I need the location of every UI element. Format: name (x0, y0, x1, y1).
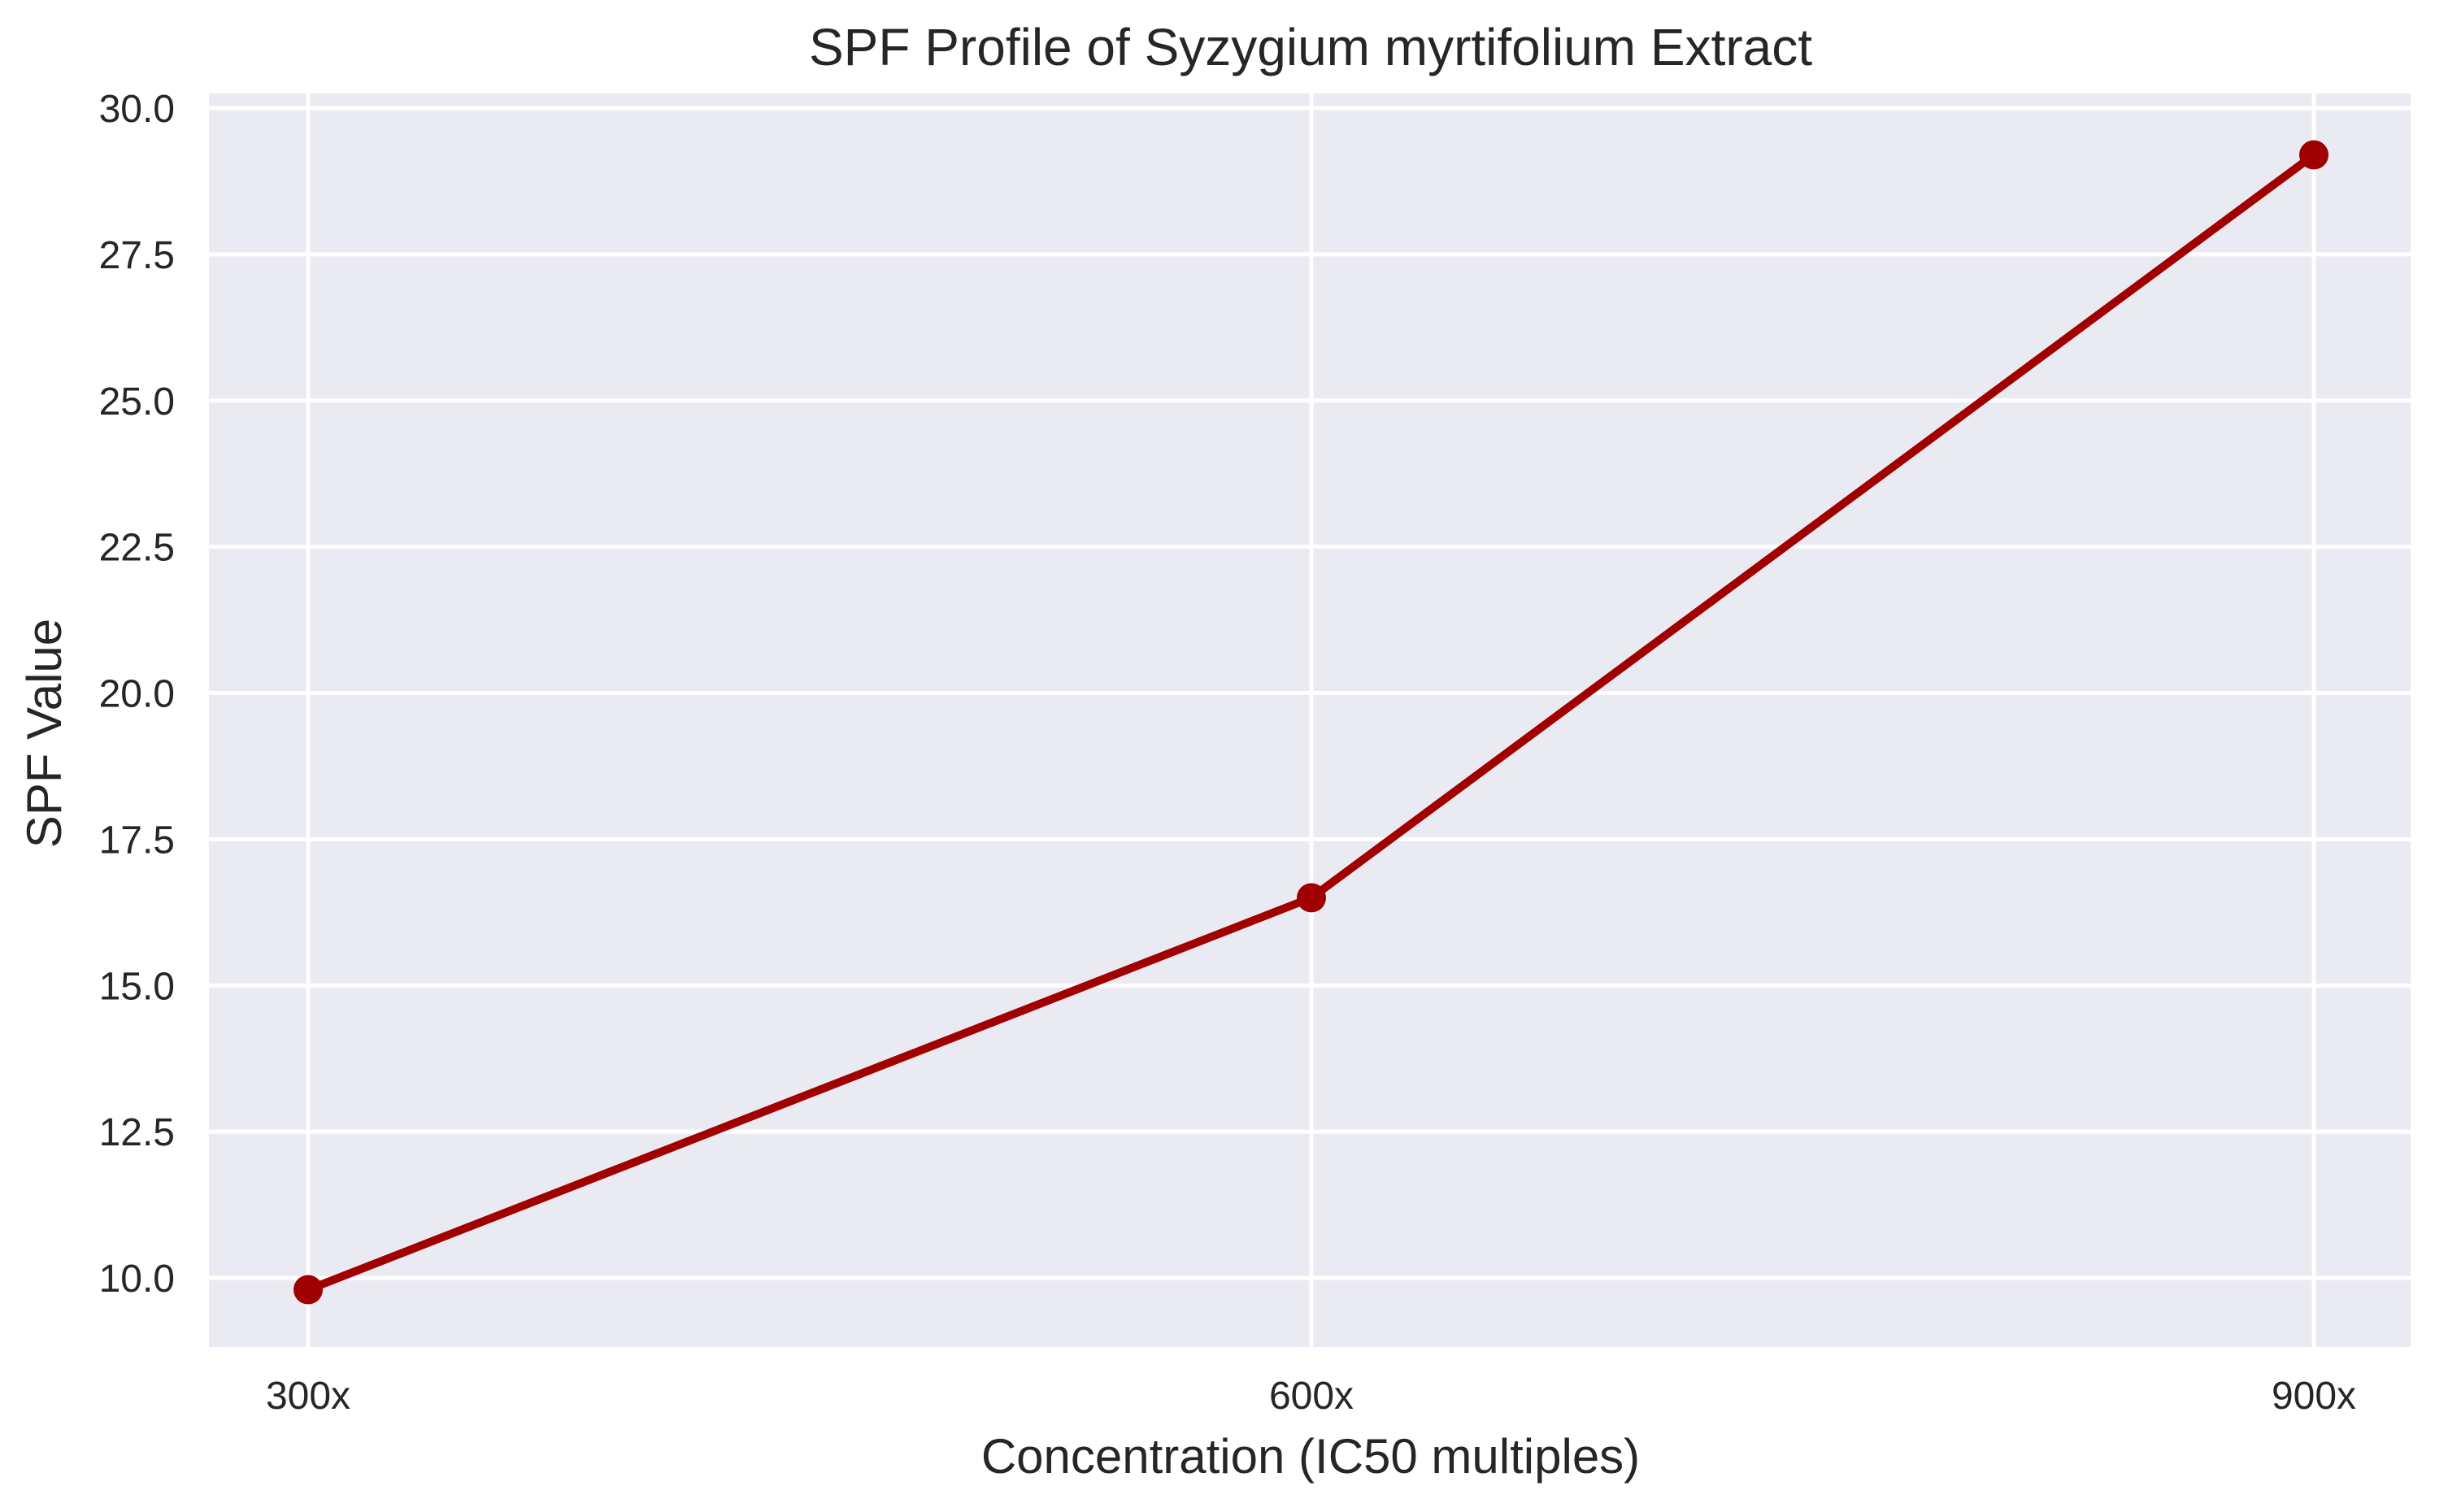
y-tick-label: 10.0 (99, 1258, 175, 1301)
y-tick-label: 20.0 (99, 673, 175, 716)
x-tick-label: 600x (1269, 1375, 1354, 1418)
y-tick-label: 30.0 (99, 88, 175, 131)
y-tick-label: 27.5 (99, 234, 175, 277)
x-tick-labels: 300x 600x 900x (266, 1375, 2356, 1418)
spf-series-markers (293, 140, 2328, 1305)
y-tick-label: 17.5 (99, 819, 175, 862)
y-tick-label: 22.5 (99, 527, 175, 570)
x-tick-label: 900x (2272, 1375, 2356, 1418)
y-tick-labels: 10.0 12.5 15.0 17.5 20.0 22.5 25.0 27.5 30.0 (99, 88, 175, 1301)
x-axis-label: Concentration (IC50 multiples) (981, 1429, 1640, 1484)
chart-title: SPF Profile of Syzygium myrtifolium Extr… (809, 18, 1812, 76)
data-point-marker (293, 1275, 323, 1305)
y-axis-label: SPF Value (17, 619, 72, 848)
x-tick-label: 300x (266, 1375, 350, 1418)
y-tick-label: 15.0 (99, 965, 175, 1008)
y-tick-label: 12.5 (99, 1111, 175, 1154)
data-point-marker (2299, 140, 2328, 170)
data-point-marker (1297, 883, 1326, 913)
vertical-gridlines (306, 93, 2316, 1347)
y-tick-label: 25.0 (99, 380, 175, 424)
